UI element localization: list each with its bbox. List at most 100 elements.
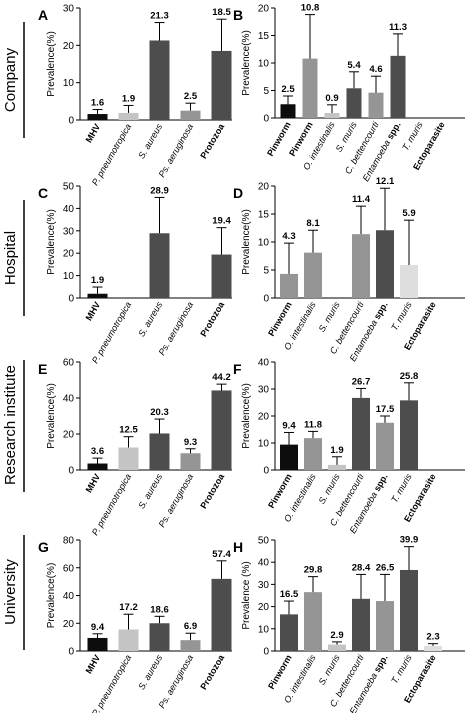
- panel-h-y-tick-label: 20: [258, 602, 270, 613]
- panel-a-bar: [118, 112, 139, 120]
- panel-h-bar: [280, 614, 298, 651]
- panel-h-letter: H: [233, 539, 243, 555]
- panel-d-data-label: 12.1: [376, 176, 395, 187]
- panel-f-data-label: 11.8: [304, 419, 322, 430]
- panel-a-category-name: MHV: [84, 122, 103, 144]
- panel-d-y-tick-label: 10: [258, 238, 270, 249]
- panel-c: C 0 10 20 30 40 50 Prevalence(%) 1.9 28.9 19.4 MHV P…: [38, 182, 232, 365]
- panel-a-category-name: S. aureus: [136, 122, 164, 161]
- panel-f-bar: [352, 397, 370, 470]
- panel-b-y-tick-label: 10: [258, 59, 270, 70]
- panel-h-data-label: 28.4: [352, 562, 371, 573]
- panel-e-bar: [211, 390, 232, 470]
- panel-d-category-label: S. muris: [317, 300, 342, 334]
- panel-h-bar: [328, 644, 346, 651]
- panel-f-category-group: T. muris: [389, 472, 414, 505]
- panel-a-category-group: Ps. aeruginosa: [157, 122, 196, 179]
- panel-e-data-label: 9.3: [184, 437, 197, 448]
- panel-a-y-tick-label: 20: [63, 41, 75, 52]
- panel-h-category-name: S. muris: [317, 653, 342, 687]
- panel-e-data-label: 44.2: [212, 372, 231, 383]
- panel-g-y-tick-label: 80: [63, 536, 75, 547]
- panel-a-bar: [211, 50, 232, 120]
- panel-h-y-label-group: Prevalence (%): [241, 561, 252, 629]
- panel-d-bar: [280, 273, 298, 298]
- panel-g-category-name: S. aureus: [136, 653, 164, 692]
- row-label-university-text: University: [2, 559, 19, 625]
- panel-c-category-group: Ps. aeruginosa: [157, 300, 196, 357]
- panel-b-letter: B: [233, 7, 243, 23]
- panel-f-category-name: T. muris: [389, 472, 414, 505]
- panel-c-data-label: 28.9: [150, 185, 169, 196]
- panel-e-y-tick-label: 40: [63, 394, 75, 405]
- panel-a-category-label: Ps. aeruginosa: [157, 122, 196, 179]
- panel-e-category-label: MHV: [84, 472, 103, 494]
- panel-g-category-group: Ps. aeruginosa: [157, 653, 196, 710]
- panel-e-y-label-group: Prevalence(%): [46, 383, 57, 449]
- panel-c-category-name: Protozoa: [198, 299, 226, 338]
- panel-c-y-tick-label: 50: [63, 182, 75, 193]
- panel-e-bar: [149, 433, 170, 470]
- panel-e-bar: [118, 447, 139, 470]
- panel-d-category-name: S. muris: [317, 300, 342, 334]
- panel-d-category-group: S. muris: [317, 300, 342, 334]
- panel-f-y-tick-label: 40: [258, 358, 270, 369]
- panel-f-letter: F: [233, 361, 242, 377]
- panel-g-data-label: 6.9: [184, 621, 197, 632]
- panel-g-bar: [118, 629, 139, 651]
- row-label-research-text: Research institute: [2, 365, 19, 485]
- panel-a-y-tick-label: 30: [63, 4, 75, 15]
- panel-e-category-label: Ps. aeruginosa: [157, 472, 196, 529]
- panel-g-category-group: S. aureus: [136, 653, 164, 692]
- panel-b-y-label: Prevalence(%): [241, 30, 252, 96]
- panel-c-bar: [211, 254, 232, 298]
- panel-g-y-tick-label: 40: [63, 591, 75, 602]
- panel-f-data-label: 1.9: [330, 445, 343, 456]
- panel-a-letter: A: [38, 7, 48, 23]
- panel-b-y-tick-label: 0: [263, 114, 269, 125]
- panel-a-data-label: 21.3: [150, 11, 169, 22]
- panel-e-data-label: 12.5: [119, 425, 138, 436]
- panel-a-category-name: Protozoa: [198, 121, 226, 160]
- panel-c-category-group: MHV: [84, 300, 103, 322]
- panel-b-data-label: 4.6: [369, 64, 382, 75]
- panel-f-y-tick-label: 0: [263, 466, 269, 477]
- panel-b-data-label: 5.4: [347, 60, 361, 71]
- panel-c-data-label: 19.4: [212, 216, 231, 227]
- panel-e-category-label: S. aureus: [136, 472, 164, 511]
- panel-c-y-tick-label: 20: [63, 249, 75, 260]
- panel-h-y-tick-label: 10: [258, 624, 270, 635]
- panel-d-y-tick-label: 5: [263, 266, 269, 277]
- panel-h-bar: [304, 592, 322, 651]
- panel-d-category-label: T. muris: [389, 300, 414, 333]
- panel-e-category-group: S. aureus: [136, 472, 164, 511]
- panel-g-data-label: 9.4: [91, 622, 105, 633]
- panel-a-bar: [87, 114, 108, 120]
- panel-a-category-name: Ps. aeruginosa: [157, 122, 196, 179]
- panel-e-category-name: MHV: [84, 472, 103, 494]
- panel-a-bar: [149, 40, 170, 121]
- panel-a-bar: [180, 110, 201, 120]
- panel-h-y-tick-label: 0: [263, 647, 269, 658]
- panel-a-data-label: 1.9: [122, 93, 135, 104]
- panel-b: B 0 5 10 15 20 Prevalence(%) 2.5 10.8 0.9 5.4 4.6 11…: [233, 3, 465, 183]
- panel-c-y-tick-label: 10: [63, 271, 75, 282]
- panel-f-bar: [280, 444, 298, 470]
- panel-g-category-label: Ps. aeruginosa: [157, 653, 196, 710]
- panel-d-data-label: 4.3: [282, 231, 295, 242]
- panel-g-y-tick-label: 60: [63, 563, 75, 574]
- panel-d-bar: [376, 230, 394, 298]
- panel-b-data-label: 10.8: [301, 3, 320, 14]
- panel-a-category-group: S. aureus: [136, 122, 164, 161]
- panel-a-data-label: 1.6: [91, 98, 104, 109]
- panel-a-category-label: MHV: [84, 122, 103, 144]
- panel-h-y-label: Prevalence (%): [241, 561, 252, 629]
- panel-b-bar: [302, 58, 318, 118]
- panel-a-y-tick-label: 0: [68, 116, 74, 127]
- panel-h-category-group: S. muris: [317, 653, 342, 687]
- panel-d-category-name: T. muris: [389, 300, 414, 333]
- panel-h-bar: [424, 645, 442, 651]
- panel-f-y-tick-label: 30: [258, 385, 270, 396]
- panel-g-y-tick-label: 0: [68, 647, 74, 658]
- panel-e-category-name: S. aureus: [136, 472, 164, 511]
